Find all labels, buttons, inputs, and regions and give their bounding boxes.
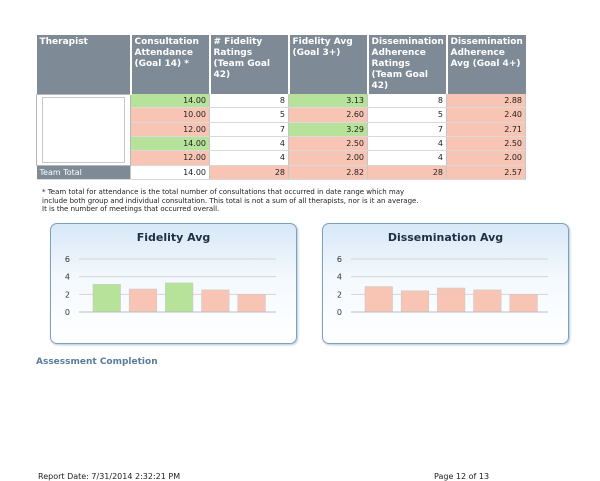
dissemination-count-cell: 7 (367, 122, 447, 137)
fidelity-count-cell: 5 (209, 107, 289, 123)
page-number: Page 12 of 13 (434, 472, 490, 481)
table-row: 14.00 4 2.50 4 2.50 (37, 136, 526, 152)
table-row: 12.00 4 2.00 4 2.00 (37, 150, 526, 166)
y-tick-label: 2 (337, 290, 342, 299)
header-consultation-attendance: Consultation Attendance (Goal 14) * (130, 35, 211, 94)
fidelity-avg-cell: 3.13 (288, 94, 368, 109)
total-dissemination-avg-cell: 2.57 (446, 164, 526, 180)
report-date: Report Date: 7/31/2014 2:32:21 PM (38, 472, 181, 481)
fidelity-avg-chart-panel: Fidelity Avg 0 2 4 6 (50, 223, 297, 344)
y-tick-label: 2 (65, 290, 70, 299)
redacted-name-box (42, 96, 125, 163)
fidelity-avg-cell: 2.00 (288, 150, 368, 166)
attendance-cell: 12.00 (130, 150, 210, 166)
chart-bar (201, 289, 230, 313)
team-total-row: Team Total 14.00 28 2.82 28 2.57 (36, 164, 526, 180)
dissemination-count-cell: 8 (367, 94, 447, 109)
dissemination-avg-cell: 2.88 (446, 94, 526, 109)
therapist-name-cell (36, 93, 131, 166)
fidelity-count-cell: 4 (209, 136, 289, 152)
dissemination-avg-cell: 2.00 (446, 150, 526, 166)
table-row: 14.00 8 3.13 8 2.88 (36, 93, 526, 166)
chart-bar (437, 287, 466, 313)
dissemination-avg-cell: 2.71 (446, 122, 526, 137)
total-dissemination-count-cell: 28 (367, 164, 447, 180)
dissemination-count-cell: 5 (367, 107, 447, 123)
table-row: 10.00 5 2.60 5 2.40 (37, 107, 526, 123)
dissemination-avg-chart-panel: Dissemination Avg 0 2 4 6 (322, 223, 569, 344)
header-dissemination-ratings: Dissemination Adherence Ratings (Team Go… (367, 35, 448, 94)
table-row: 12.00 7 3.29 7 2.71 (37, 122, 526, 137)
chart-bar (165, 282, 194, 313)
attendance-cell: 14.00 (130, 136, 210, 152)
chart-bar (509, 294, 538, 313)
fidelity-avg-cell: 3.29 (288, 122, 368, 137)
attendance-cell: 12.00 (130, 122, 210, 137)
fidelity-count-cell: 8 (209, 94, 289, 109)
chart-title: Fidelity Avg (136, 231, 211, 244)
dissemination-count-cell: 4 (367, 136, 447, 152)
header-fidelity-ratings: # Fidelity Ratings (Team Goal 42) (209, 35, 290, 94)
header-fidelity-avg: Fidelity Avg (Goal 3+) (288, 35, 369, 94)
fidelity-avg-cell: 2.50 (288, 136, 368, 152)
header-therapist: Therapist (36, 35, 132, 94)
table-header-row: Therapist Consultation Attendance (Goal … (36, 35, 526, 94)
therapist-summary-table: Therapist Consultation Attendance (Goal … (36, 35, 526, 180)
team-total-label: Team Total (36, 164, 131, 180)
chart-bar (237, 294, 266, 313)
y-tick-label: 6 (337, 255, 342, 264)
chart-bar (473, 289, 502, 313)
y-tick-label: 4 (337, 273, 342, 282)
y-tick-label: 4 (65, 273, 70, 282)
chart-bar (400, 290, 430, 313)
fidelity-avg-cell: 2.60 (288, 107, 368, 123)
dissemination-avg-cell: 2.40 (446, 107, 526, 123)
dissemination-count-cell: 4 (367, 150, 447, 166)
attendance-cell: 10.00 (130, 107, 210, 123)
dissemination-avg-chart: 0 2 4 6 (337, 255, 548, 317)
y-tick-label: 0 (65, 308, 70, 317)
chart-bar (128, 288, 158, 313)
chart-bar (364, 286, 393, 313)
fidelity-count-cell: 4 (209, 150, 289, 166)
header-dissemination-avg: Dissemination Adherence Avg (Goal 4+) (446, 35, 526, 94)
dissemination-avg-cell: 2.50 (446, 136, 526, 152)
total-attendance-cell: 14.00 (130, 164, 210, 180)
total-fidelity-count-cell: 28 (209, 164, 289, 180)
total-fidelity-avg-cell: 2.82 (288, 164, 368, 180)
fidelity-avg-chart: 0 2 4 6 (65, 255, 276, 317)
fidelity-count-cell: 7 (209, 122, 289, 137)
y-tick-label: 6 (65, 255, 70, 264)
attendance-footnote: * Team total for attendance is the total… (42, 188, 419, 213)
attendance-cell: 14.00 (130, 94, 210, 109)
chart-title: Dissemination Avg (387, 231, 504, 244)
chart-bar (92, 284, 121, 313)
y-tick-label: 0 (337, 308, 342, 317)
section-title-assessment-completion: Assessment Completion (36, 357, 158, 367)
